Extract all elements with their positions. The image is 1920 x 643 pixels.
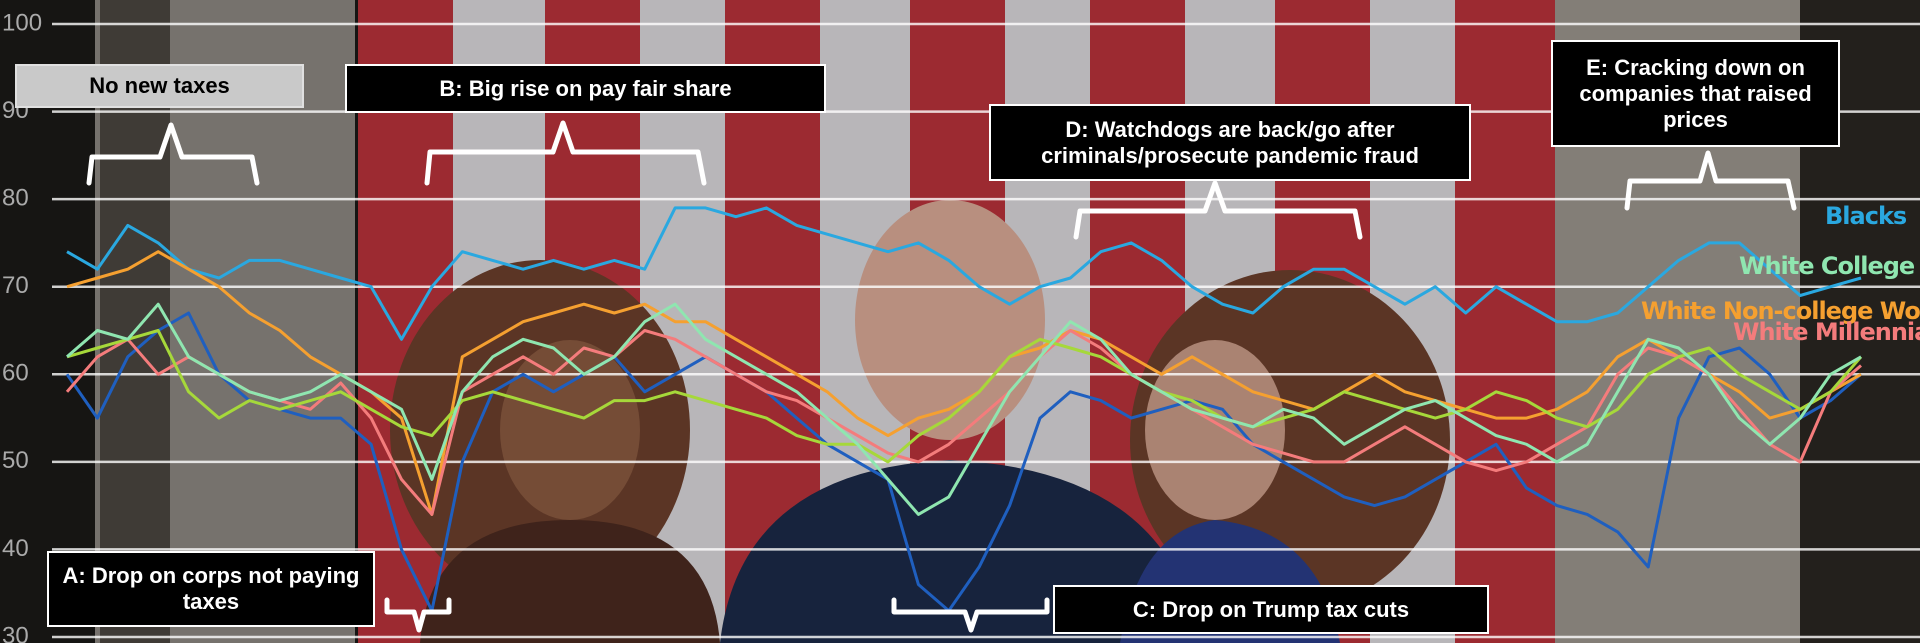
legend-label: White College We (1739, 252, 1920, 280)
y-tick-label: 40 (2, 535, 29, 562)
annotation-box: C: Drop on Trump tax cuts (1053, 585, 1489, 634)
y-tick-label: 100 (2, 9, 42, 36)
legend-label: White Millennials (1733, 318, 1920, 346)
annotation-box: No new taxes (15, 64, 304, 108)
y-tick-label: 70 (2, 272, 29, 299)
annotation-box: D: Watchdogs are back/go after criminals… (989, 104, 1471, 181)
legend-label: Blacks (1825, 202, 1907, 230)
y-tick-label: 30 (2, 622, 29, 643)
screenshot: 30405060708090100 BlacksWhite Non-colleg… (0, 0, 1920, 643)
y-tick-label: 60 (2, 360, 29, 387)
annotation-box: A: Drop on corps not paying taxes (47, 551, 375, 627)
y-tick-label: 50 (2, 447, 29, 474)
annotation-box: E: Cracking down on companies that raise… (1551, 40, 1840, 147)
annotation-box: B: Big rise on pay fair share (345, 64, 826, 113)
y-tick-label: 80 (2, 184, 29, 211)
